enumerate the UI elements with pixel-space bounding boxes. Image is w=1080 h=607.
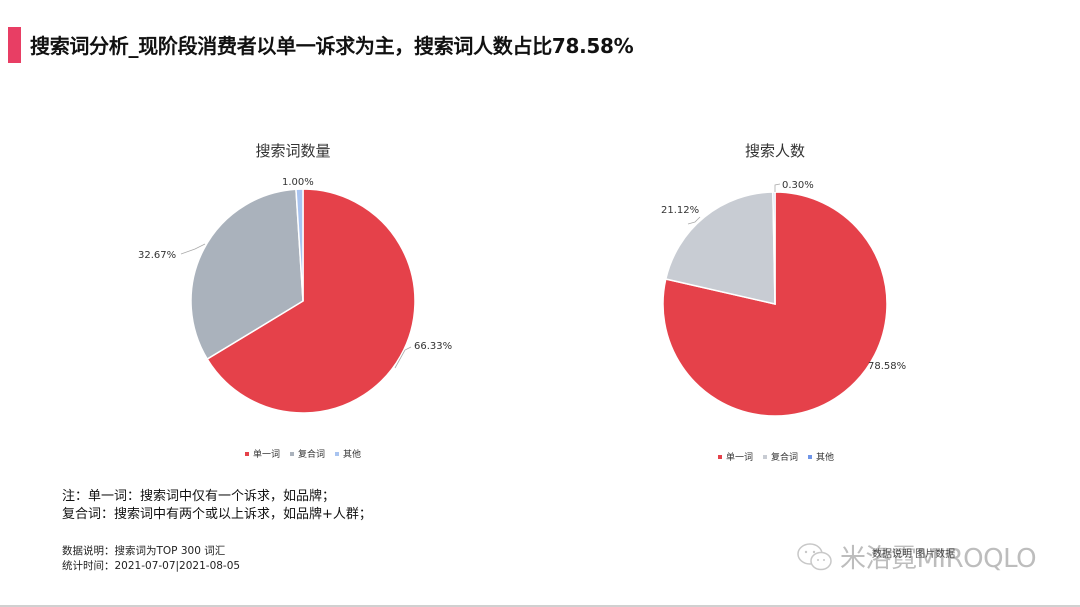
note-line-single: 注：单一词：搜索词中仅有一个诉求，如品牌； — [62, 489, 336, 504]
legend-item-compound[interactable]: 复合词 — [763, 450, 798, 463]
right-labels: 21.12% 0.30% 78.58% — [661, 180, 906, 372]
stat-period: 统计时间：2021-07-07|2021-08-05 — [62, 560, 241, 572]
data-meta: 数据说明：搜索词为TOP 300 词汇 统计时间：2021-07-07|2021… — [62, 544, 240, 574]
label-right-compound: 21.12% — [661, 205, 699, 216]
left-labels: 32.67% 66.33% 1.00% — [138, 177, 452, 369]
pie-slice[interactable] — [190, 188, 304, 361]
label-right-single: 78.58% — [868, 361, 906, 372]
pie-slice[interactable] — [206, 188, 416, 414]
label-left-compound: 32.67% — [138, 250, 176, 261]
label-left-other: 1.00% — [282, 177, 314, 188]
legend-swatch — [290, 451, 295, 456]
label-right-other: 0.30% — [782, 180, 814, 191]
watermark-overlay-text: 数据说明 图片数据 — [872, 549, 956, 560]
label-left-single: 66.33% — [414, 341, 452, 352]
legend-swatch — [245, 451, 249, 456]
right-chart-title: 搜索人数 — [744, 142, 805, 160]
watermark: 米洛霓MIROQLO — [796, 538, 1037, 575]
legend-item-single[interactable]: 单一词 — [718, 450, 753, 463]
note-line-compound: 复合词：搜索词中有两个或以上诉求，如品牌+人群； — [62, 507, 372, 522]
definition-note: 注：单一词：搜索词中仅有一个诉求，如品牌； 复合词：搜索词中有两个或以上诉求，如… — [62, 488, 372, 524]
legend-item-other[interactable]: 其他 — [808, 450, 834, 463]
legend-swatch — [335, 451, 340, 456]
title-accent-bar — [8, 27, 21, 63]
page-title: 搜索词分析_现阶段消费者以单一诉求为主，搜索词人数占比78.58% — [30, 34, 634, 58]
pie-slice[interactable] — [295, 188, 304, 302]
watermark-text: 米洛霓MIROQLO — [840, 544, 1037, 574]
legend-item-single[interactable]: 单一词 — [245, 447, 280, 460]
legend-swatch — [763, 454, 768, 459]
left-legend: 单一词 复合词 其他 — [245, 447, 361, 460]
data-description: 数据说明：搜索词为TOP 300 词汇 — [62, 545, 226, 557]
wechat-icon — [797, 542, 832, 570]
legend-item-compound[interactable]: 复合词 — [290, 447, 325, 460]
legend-swatch — [718, 454, 722, 459]
legend-swatch — [808, 454, 813, 459]
pie-chart-search-users — [662, 191, 888, 417]
right-legend: 单一词 复合词 其他 — [718, 450, 834, 463]
bottom-rule — [0, 605, 1080, 607]
pie-slice[interactable] — [664, 191, 776, 305]
legend-item-other[interactable]: 其他 — [335, 447, 361, 460]
pie-chart-search-terms — [190, 188, 416, 414]
left-chart-title: 搜索词数量 — [255, 142, 331, 160]
